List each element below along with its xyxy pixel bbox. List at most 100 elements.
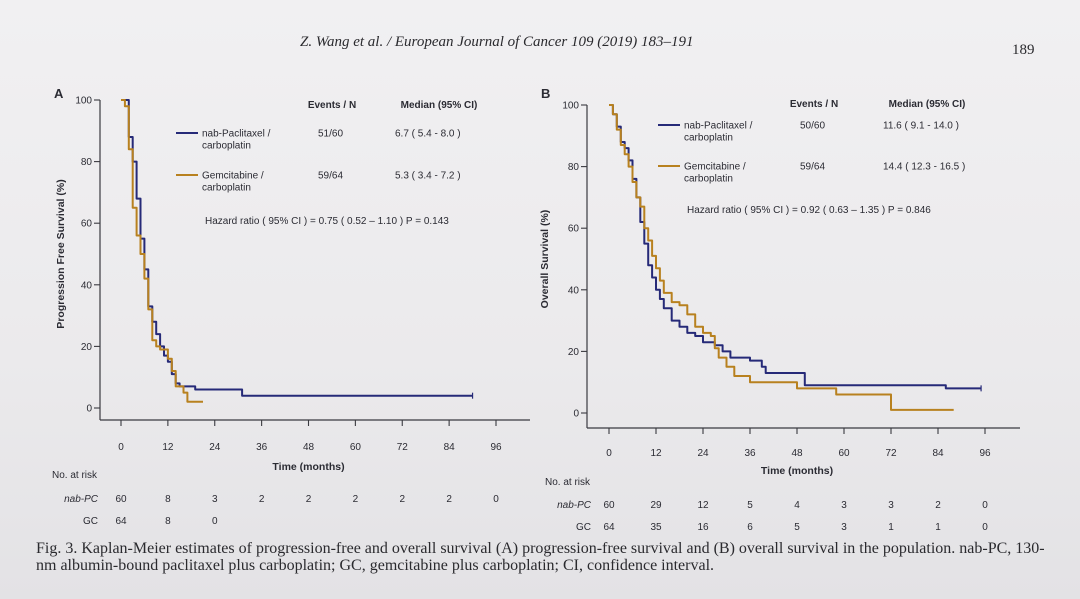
legend-label-nab_pc: nab-Paclitaxel / <box>202 129 271 140</box>
y-tick-label: 100 <box>75 96 92 107</box>
legend-events-gc: 59/64 <box>800 162 825 173</box>
panel-letter: B <box>541 86 550 101</box>
x-tick-label: 84 <box>444 442 456 453</box>
x-tick-label: 0 <box>118 442 124 453</box>
x-tick-label: 96 <box>979 448 991 459</box>
y-tick-label: 60 <box>81 219 93 230</box>
x-tick-label: 60 <box>350 442 362 453</box>
legend-header-events: Events / N <box>308 100 356 111</box>
at-risk-value: 2 <box>399 494 405 505</box>
x-tick-label: 36 <box>256 442 268 453</box>
at-risk-value: 35 <box>650 522 662 533</box>
running-header: Z. Wang et al. / European Journal of Can… <box>300 34 694 50</box>
y-tick-label: 80 <box>81 157 93 168</box>
at-risk-value: 6 <box>747 522 753 533</box>
legend-header-median: Median (95% CI) <box>889 99 966 110</box>
survival-curve-gc <box>121 99 203 403</box>
at-risk-value: 60 <box>115 494 127 505</box>
x-tick-label: 60 <box>838 448 850 459</box>
at-risk-value: 3 <box>212 494 218 505</box>
y-tick-label: 40 <box>568 285 580 296</box>
x-tick-label: 72 <box>397 442 409 453</box>
legend-events-gc: 59/64 <box>318 171 343 182</box>
y-tick-label: 80 <box>568 162 580 173</box>
legend-label-gc: carboplatin <box>202 183 251 194</box>
legend-median-nab_pc: 6.7 ( 5.4 - 8.0 ) <box>395 129 461 140</box>
at-risk-row-name: nab-PC <box>557 500 592 511</box>
x-tick-label: 24 <box>209 442 221 453</box>
at-risk-value: 1 <box>935 522 941 533</box>
x-tick-label: 12 <box>650 448 662 459</box>
at-risk-value: 12 <box>697 500 709 511</box>
x-tick-label: 84 <box>932 448 944 459</box>
figure-caption: Fig. 3. Kaplan-Meier estimates of progre… <box>36 540 1045 574</box>
at-risk-value: 4 <box>794 500 800 511</box>
at-risk-value: 8 <box>165 516 171 527</box>
hazard-ratio-text: Hazard ratio ( 95% CI ) = 0.75 ( 0.52 – … <box>205 216 449 227</box>
legend-median-gc: 5.3 ( 3.4 - 7.2 ) <box>395 171 461 182</box>
survival-curve-nab_pc <box>121 99 473 397</box>
x-tick-label: 12 <box>162 442 174 453</box>
y-tick-label: 20 <box>568 347 580 358</box>
legend-label-gc: carboplatin <box>684 174 733 185</box>
x-tick-label: 96 <box>490 442 502 453</box>
at-risk-value: 0 <box>982 522 988 533</box>
at-risk-value: 0 <box>493 494 499 505</box>
legend-header-events: Events / N <box>790 99 838 110</box>
at-risk-value: 29 <box>650 500 662 511</box>
at-risk-row-name: GC <box>83 516 98 527</box>
at-risk-value: 2 <box>446 494 452 505</box>
at-risk-value: 5 <box>747 500 753 511</box>
at-risk-value: 1 <box>888 522 894 533</box>
panel-letter: A <box>54 86 64 101</box>
at-risk-row-name: GC <box>576 522 591 533</box>
y-axis-label: Overall Survival (%) <box>539 210 551 309</box>
at-risk-row-name: nab-PC <box>64 494 99 505</box>
x-axis-label: Time (months) <box>761 465 833 477</box>
at-risk-value: 0 <box>212 516 218 527</box>
at-risk-value: 2 <box>353 494 359 505</box>
legend-label-gc: Gemcitabine / <box>202 171 264 182</box>
at-risk-value: 64 <box>115 516 127 527</box>
x-tick-label: 72 <box>885 448 897 459</box>
y-tick-label: 0 <box>86 404 92 415</box>
at-risk-value: 0 <box>982 500 988 511</box>
at-risk-value: 3 <box>841 522 847 533</box>
legend-header-median: Median (95% CI) <box>401 100 478 111</box>
legend-events-nab_pc: 51/60 <box>318 129 343 140</box>
legend-label-nab_pc: carboplatin <box>202 141 251 152</box>
y-tick-label: 100 <box>562 101 579 112</box>
y-tick-label: 40 <box>81 280 93 291</box>
legend-label-gc: Gemcitabine / <box>684 162 746 173</box>
y-tick-label: 20 <box>81 342 93 353</box>
x-tick-label: 24 <box>697 448 709 459</box>
at-risk-value: 60 <box>603 500 615 511</box>
at-risk-value: 16 <box>697 522 709 533</box>
survival-curve-gc <box>609 104 954 411</box>
y-axis-label: Progression Free Survival (%) <box>55 179 67 328</box>
legend-events-nab_pc: 50/60 <box>800 121 825 132</box>
x-tick-label: 36 <box>744 448 756 459</box>
at-risk-value: 8 <box>165 494 171 505</box>
at-risk-value: 64 <box>603 522 615 533</box>
at-risk-value: 3 <box>888 500 894 511</box>
at-risk-value: 2 <box>935 500 941 511</box>
legend-label-nab_pc: nab-Paclitaxel / <box>684 121 753 132</box>
at-risk-value: 5 <box>794 522 800 533</box>
at-risk-value: 2 <box>306 494 312 505</box>
at-risk-value: 3 <box>841 500 847 511</box>
legend-median-nab_pc: 11.6 ( 9.1 - 14.0 ) <box>883 121 959 132</box>
at-risk-value: 2 <box>259 494 265 505</box>
page-number: 189 <box>1012 42 1035 58</box>
legend-label-nab_pc: carboplatin <box>684 133 733 144</box>
y-tick-label: 0 <box>573 409 579 420</box>
at-risk-label: No. at risk <box>545 477 591 488</box>
x-tick-label: 48 <box>791 448 803 459</box>
y-tick-label: 60 <box>568 224 580 235</box>
x-tick-label: 0 <box>606 448 612 459</box>
survival-curve-nab_pc <box>609 104 982 390</box>
